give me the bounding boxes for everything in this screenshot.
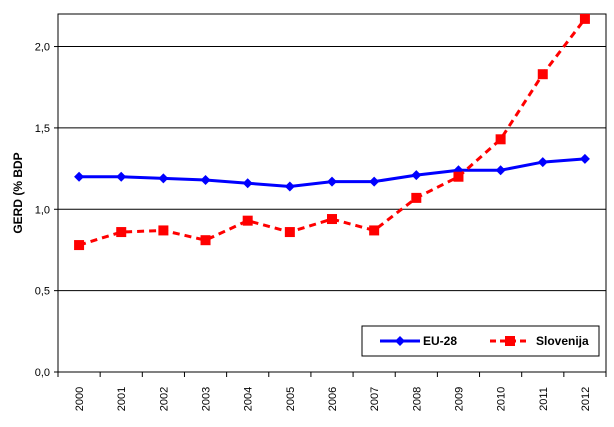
data-point-eu28 [158,173,169,184]
data-point-eu28 [537,157,548,168]
data-point-slovenija [327,214,337,225]
data-point-eu28 [327,176,337,187]
legend-eu28-marker [395,336,405,346]
x-tick-label: 2004 [243,387,255,411]
data-point-slovenija [579,13,590,24]
data-point-slovenija [200,235,211,246]
x-tick-label: 2002 [158,387,170,411]
x-tick-label: 2009 [453,387,465,411]
data-point-slovenija [411,192,422,203]
y-tick-label: 1,5 [35,123,50,135]
data-point-eu28 [411,170,422,181]
x-axis-ticks: 2000 2001 2002 2003 2004 2005 2006 2007 2008 2009… [57,372,607,411]
data-point-eu28 [284,181,295,192]
y-axis-label: GERD (% BDP [11,152,25,233]
x-tick-label: 2011 [538,387,550,411]
x-tick-label: 2007 [369,387,381,411]
data-point-slovenija [495,134,506,145]
legend: EU-28 Slovenija [361,325,600,357]
x-tick-label: 2000 [74,387,86,411]
data-point-slovenija [369,225,380,236]
data-point-eu28 [242,178,253,189]
data-point-eu28 [495,165,506,176]
x-tick-label: 2006 [327,387,339,411]
x-tick-label: 2008 [411,387,423,411]
x-tick-label: 2005 [285,387,297,411]
y-tick-label: 2,0 [35,42,50,54]
x-tick-label: 2003 [201,387,213,411]
legend-slovenija-label: Slovenija [536,334,589,348]
data-point-eu28 [579,153,590,164]
data-point-slovenija [242,215,253,226]
data-point-slovenija [158,225,169,236]
data-point-slovenija [453,171,464,182]
series-line-slovenija [78,17,587,247]
data-point-eu28 [74,171,85,182]
data-point-slovenija [116,227,127,238]
legend-eu28-label: EU-28 [423,334,457,348]
legend-slovenija-marker [505,336,515,346]
data-point-slovenija [74,240,85,251]
series-layer [74,13,590,251]
y-tick-label: 0,0 [35,367,50,379]
data-point-eu28 [116,171,127,182]
gridlines [58,46,606,292]
x-tick-label: 2001 [116,387,128,411]
data-point-slovenija [537,69,548,80]
plot-area [57,13,607,373]
x-tick-label: 2012 [580,387,592,411]
data-point-slovenija [284,227,295,238]
x-tick-label: 2010 [496,387,508,411]
y-tick-label: 0,5 [35,286,50,298]
y-tick-label: 1,0 [35,204,50,216]
y-axis-ticks: 0,0 0,5 1,0 1,5 2,0 [35,42,58,379]
data-point-eu28 [369,176,380,187]
data-point-eu28 [200,174,211,185]
